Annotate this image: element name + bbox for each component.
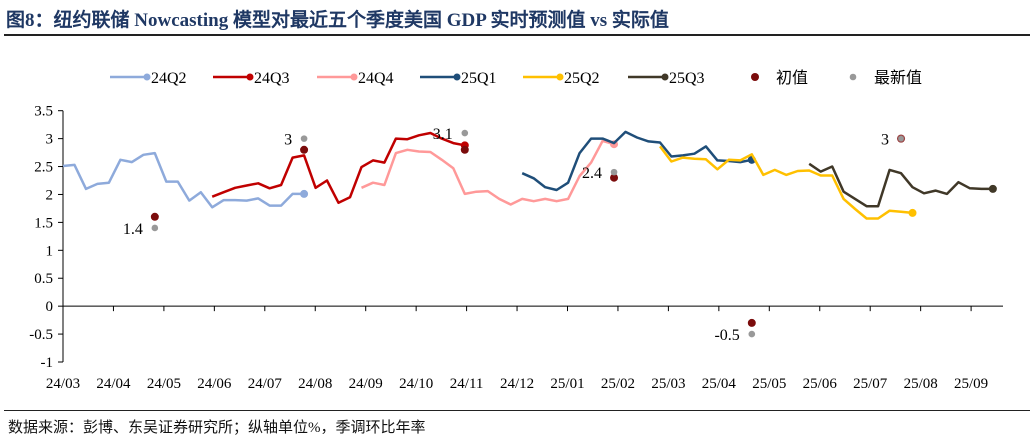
x-tick-label: 25/03 <box>651 376 685 392</box>
legend-marker-25Q1 <box>453 73 461 81</box>
y-tick-label: 2.5 <box>34 160 53 176</box>
chart: 3.5 3 2.5 2 1.5 1 0.5 0 -0.5 -1 24/03 24/04 24/05 24/… <box>29 69 1003 392</box>
latest-value-dot <box>300 135 308 142</box>
initial-value-dot <box>300 145 309 154</box>
x-tick-label: 25/04 <box>702 376 737 392</box>
legend-marker-latest <box>849 73 857 81</box>
series-line-24Q2 <box>62 151 305 209</box>
data-label: 2.4 <box>582 165 602 182</box>
x-tick-label: 24/04 <box>96 376 131 392</box>
y-tick-label: 1.5 <box>34 215 53 231</box>
footer-rule <box>4 410 1030 411</box>
latest-value-dot <box>897 134 905 143</box>
x-tick-label: 25/06 <box>803 376 838 392</box>
legend-label: 24Q3 <box>254 70 290 87</box>
x-tick-label: 24/08 <box>298 376 332 392</box>
initial-value-dot <box>610 173 619 182</box>
legend-label: 25Q2 <box>564 70 600 87</box>
source-note: 数据来源：彭博、东吴证券研究所；纵轴单位%，季调环比年率 <box>8 420 426 436</box>
x-tick-label: 24/11 <box>450 376 484 392</box>
y-tick-label: -1 <box>41 355 54 371</box>
y-tick-label: 3.5 <box>34 104 53 120</box>
latest-value-dot <box>610 168 618 176</box>
data-label: 3.1 <box>433 126 453 143</box>
legend-label: 最新值 <box>874 69 922 87</box>
series-end-marker-25Q3 <box>988 184 997 193</box>
legend-label: 24Q4 <box>358 70 394 87</box>
latest-value-dot <box>748 330 756 338</box>
x-tick-label: 24/09 <box>349 376 383 392</box>
x-tick-label: 24/07 <box>248 376 283 392</box>
legend-marker-initial <box>751 73 759 81</box>
series-line-25Q3 <box>808 162 993 208</box>
figure-title: 图8：纽约联储 Nowcasting 模型对最近五个季度美国 GDP 实时预测值… <box>6 10 669 31</box>
legend-label: 24Q2 <box>151 70 187 87</box>
x-tick-label: 25/08 <box>904 376 938 392</box>
y-tick-label: 2 <box>46 187 54 203</box>
series-line-25Q2 <box>659 145 913 220</box>
y-tick-label: 1 <box>46 243 54 259</box>
legend-label: 25Q1 <box>461 70 497 87</box>
series-line-24Q3 <box>211 131 466 205</box>
series-line-24Q4 <box>360 139 615 206</box>
initial-value-dot <box>150 212 159 221</box>
legend-marker-24Q4 <box>350 73 358 81</box>
x-tick-label: 24/12 <box>500 376 534 392</box>
latest-value-dot <box>461 129 469 137</box>
y-tick-label: 0.5 <box>34 271 53 287</box>
x-tick-label: 24/10 <box>399 376 433 392</box>
data-label: -0.5 <box>714 327 739 344</box>
x-tick-label: 25/01 <box>550 376 584 392</box>
legend-label: 25Q3 <box>669 70 705 87</box>
legend-marker-25Q2 <box>556 73 564 81</box>
series-end-marker-24Q2 <box>300 189 309 198</box>
legend-marker-24Q2 <box>143 73 151 81</box>
y-tick-label: -0.5 <box>29 327 53 343</box>
y-tick-label: 0 <box>46 299 54 315</box>
x-tick-label: 25/02 <box>601 376 635 392</box>
series-end-marker-25Q2 <box>908 208 917 217</box>
initial-value-dot <box>747 318 756 327</box>
x-tick-label: 25/07 <box>853 376 888 392</box>
x-tick-label: 25/09 <box>954 376 988 392</box>
title-rule <box>4 34 1030 36</box>
data-label: 1.4 <box>123 221 143 238</box>
initial-value-dot <box>460 145 469 154</box>
data-label: 3 <box>881 132 889 149</box>
legend-label: 初值 <box>776 69 808 87</box>
legend-marker-24Q3 <box>246 73 254 81</box>
x-tick-label: 24/05 <box>147 376 181 392</box>
x-tick-label: 24/06 <box>197 376 232 392</box>
x-tick-label: 24/03 <box>46 376 80 392</box>
data-label: 3 <box>284 132 292 149</box>
series-line-25Q1 <box>521 130 753 192</box>
x-tick-label: 25/05 <box>752 376 786 392</box>
latest-value-dot <box>151 224 159 232</box>
y-tick-label: 3 <box>46 132 54 148</box>
legend-marker-25Q3 <box>661 73 669 81</box>
